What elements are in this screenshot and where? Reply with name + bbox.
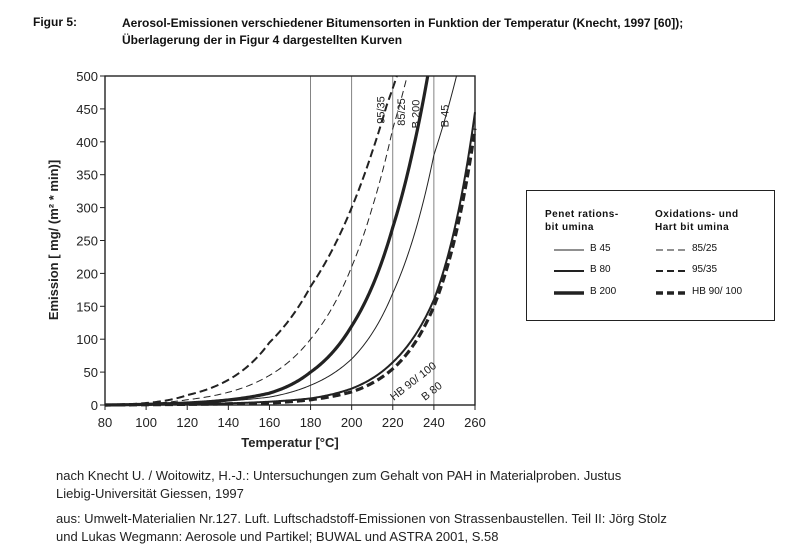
y-tick-label: 200 <box>76 266 98 281</box>
y-tick-label: 250 <box>76 234 98 249</box>
series-line-b-200 <box>104 75 430 407</box>
legend-header-left: Penet rations- bit umina <box>545 209 619 233</box>
emission-chart: 0 50 100 150 200 250 300 350 400 450 500 80 100 120 14… <box>46 69 486 450</box>
x-tick-label: 120 <box>176 415 198 430</box>
x-tick-label: 180 <box>300 415 322 430</box>
citation-line-3: aus: Umwelt-Materialien Nr.127. Luft. Lu… <box>56 511 667 526</box>
y-tick-label: 400 <box>76 135 98 150</box>
x-tick-label: 100 <box>135 415 157 430</box>
y-tick-label: 150 <box>76 299 98 314</box>
y-tick-label: 300 <box>76 201 98 216</box>
series-line-95-35 <box>104 75 398 406</box>
x-tick-label: 80 <box>98 415 112 430</box>
y-tick-label: 50 <box>84 365 98 380</box>
citation-line-1: nach Knecht U. / Woitowitz, H.-J.: Unter… <box>56 468 622 483</box>
y-tick-label: 100 <box>76 332 98 347</box>
curve-label: B 200 <box>411 100 423 129</box>
source-citation-1: nach Knecht U. / Woitowitz, H.-J.: Unter… <box>56 467 776 503</box>
x-tick-label: 240 <box>423 415 445 430</box>
curve-label: 95/35 <box>376 96 388 124</box>
curve-label: B 45 <box>439 105 451 128</box>
x-tick-label: 200 <box>341 415 363 430</box>
x-tick-label: 260 <box>464 415 486 430</box>
source-citation-2: aus: Umwelt-Materialien Nr.127. Luft. Lu… <box>56 510 776 546</box>
figure-number: Figur 5: <box>33 15 77 29</box>
x-tick-label: 160 <box>259 415 281 430</box>
figure-title-line-2: Überlagerung der in Figur 4 dargestellte… <box>122 33 403 47</box>
y-tick-label: 350 <box>76 168 98 183</box>
figure-title: Aerosol-Emissionen verschiedener Bitumen… <box>122 15 782 49</box>
series-line-85-25 <box>104 75 408 406</box>
x-tick-label: 140 <box>217 415 239 430</box>
citation-line-2: Liebig-Universität Giessen, 1997 <box>56 486 244 501</box>
series-line-hb-90-100 <box>104 128 477 407</box>
citation-line-4: und Lukas Wegmann: Aerosole und Partikel… <box>56 529 499 544</box>
curve-label: B 80 <box>419 380 444 403</box>
legend-header-right: Oxidations- und Hart bit umina <box>655 209 739 233</box>
x-tick-label: 220 <box>382 415 404 430</box>
y-axis-label: Emission [ mg/ (m² * min)] <box>46 160 61 320</box>
x-axis-label: Temperatur [°C] <box>241 435 338 450</box>
figure-title-line-1: Aerosol-Emissionen verschiedener Bitumen… <box>122 16 684 30</box>
y-tick-label: 500 <box>76 69 98 84</box>
y-tick-label: 450 <box>76 102 98 117</box>
legend: Penet rations- bit umina Oxidations- und… <box>526 190 775 321</box>
curve-label: 85/25 <box>396 98 408 126</box>
y-tick-label: 0 <box>91 398 98 413</box>
